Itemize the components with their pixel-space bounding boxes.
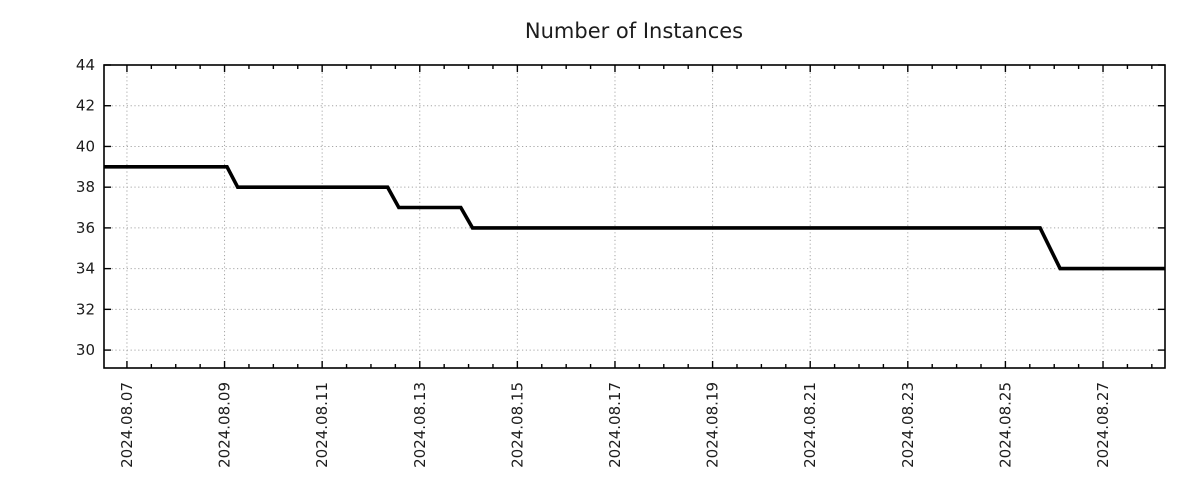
grid-layer xyxy=(104,65,1165,368)
y-tick-label: 40 xyxy=(76,137,95,155)
axis-layer xyxy=(103,64,1166,369)
series-layer xyxy=(104,165,1165,271)
data-line-instances xyxy=(104,165,1165,271)
chart-title: Number of Instances xyxy=(525,19,743,43)
tick-label-layer: 30 32 34 36 38 40 42 44 2024.08.07 2024.08.09 2024… xyxy=(76,56,1112,468)
y-tick-label: 30 xyxy=(76,341,95,359)
x-tick-label: 2024.08.27 xyxy=(1094,382,1112,468)
y-tick-label: 44 xyxy=(76,56,95,74)
x-tick-label: 2024.08.15 xyxy=(508,382,526,468)
x-tick-label: 2024.08.23 xyxy=(899,382,917,468)
x-tick-label: 2024.08.13 xyxy=(411,382,429,468)
y-tick-label: 36 xyxy=(76,219,95,237)
x-tick-label: 2024.08.19 xyxy=(704,382,722,468)
x-tick-label: 2024.08.25 xyxy=(996,382,1014,468)
y-tick-label: 32 xyxy=(76,300,95,318)
y-tick-label: 38 xyxy=(76,178,95,196)
x-tick-label: 2024.08.07 xyxy=(118,382,136,468)
plot-border xyxy=(103,64,1166,369)
y-tick-label: 34 xyxy=(76,260,95,278)
x-tick-label: 2024.08.17 xyxy=(606,382,624,468)
y-tick-label: 42 xyxy=(76,97,95,115)
x-tick-label: 2024.08.09 xyxy=(216,382,234,468)
x-tick-label: 2024.08.21 xyxy=(801,382,819,468)
x-tick-label: 2024.08.11 xyxy=(313,382,331,468)
